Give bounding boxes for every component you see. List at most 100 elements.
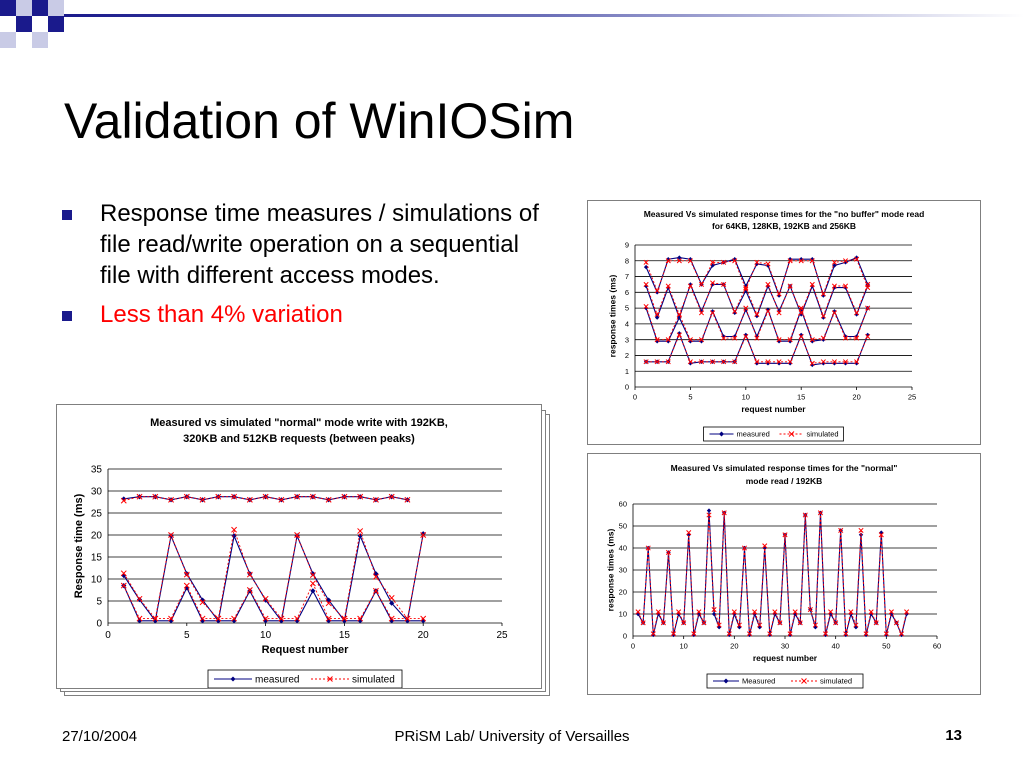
measured-point bbox=[247, 588, 253, 594]
chart-normalread-frame: Measured Vs simulated response times for… bbox=[587, 453, 981, 695]
simulated-point bbox=[787, 258, 793, 264]
simulated-point bbox=[743, 333, 749, 340]
y-tick-label: 40 bbox=[619, 544, 627, 553]
decor-square-4 bbox=[48, 0, 64, 16]
legend-simulated-marker bbox=[788, 431, 795, 437]
simulated-point bbox=[782, 532, 788, 538]
x-tick-label: 50 bbox=[882, 642, 890, 651]
simulated-point bbox=[404, 615, 411, 622]
simulated-point bbox=[676, 311, 682, 317]
simulated-point bbox=[798, 258, 804, 264]
x-tick-label: 15 bbox=[797, 393, 805, 402]
y-tick-label: 25 bbox=[91, 509, 103, 520]
simulated-point bbox=[231, 493, 238, 500]
simulated-point bbox=[246, 587, 253, 593]
simulated-point bbox=[833, 620, 839, 626]
simulated-point bbox=[873, 620, 879, 626]
chart-normalwrite: 0 5 10 15 20 25 30 35 0 5 10 15 20 25 Request number Re… bbox=[73, 465, 508, 688]
simulated-point bbox=[309, 580, 316, 587]
simulated-point bbox=[754, 335, 760, 341]
x-axis-label: request number bbox=[741, 404, 806, 414]
simulated-point bbox=[772, 609, 778, 615]
simulated-point bbox=[698, 281, 705, 287]
x-tick-label: 0 bbox=[631, 642, 635, 651]
simulated-point bbox=[231, 615, 238, 622]
simulated-point bbox=[721, 359, 727, 365]
simulated-point bbox=[183, 582, 190, 589]
y-tick-label: 0 bbox=[625, 383, 629, 392]
simulated-point bbox=[858, 527, 864, 533]
x-tick-label: 5 bbox=[688, 393, 692, 402]
simulated-point bbox=[701, 620, 707, 626]
simulated-point bbox=[854, 359, 860, 365]
simulated-point bbox=[767, 631, 773, 637]
bullet-text: Less than 4% variation bbox=[100, 301, 343, 328]
simulated-point bbox=[278, 496, 285, 503]
simulated-point bbox=[199, 496, 206, 503]
simulated-point bbox=[746, 631, 753, 637]
simulated-point bbox=[696, 609, 702, 615]
simulated-point bbox=[865, 281, 871, 287]
simulated-point bbox=[820, 313, 826, 319]
legend-simulated-marker bbox=[327, 676, 333, 682]
simulated-point bbox=[710, 259, 716, 265]
simulated-point bbox=[807, 607, 813, 613]
simulated-point bbox=[765, 281, 771, 287]
simulated-point bbox=[654, 337, 660, 343]
x-tick-label: 20 bbox=[852, 393, 860, 402]
simulated-point bbox=[721, 510, 727, 516]
simulated-point bbox=[898, 631, 905, 637]
simulated-point bbox=[732, 359, 738, 365]
simulated-point bbox=[721, 281, 727, 287]
simulated-point bbox=[640, 620, 646, 626]
simulated-point bbox=[765, 308, 771, 314]
footer-center-text: PRiSM Lab/ University of Versailles bbox=[394, 728, 630, 745]
simulated-point bbox=[325, 615, 332, 622]
simulated-point bbox=[341, 493, 348, 500]
simulated-point bbox=[776, 310, 782, 316]
simulated-point bbox=[357, 493, 364, 500]
y-tick-label: 6 bbox=[625, 288, 629, 297]
measured-point bbox=[843, 334, 848, 339]
simulated-point bbox=[854, 310, 860, 316]
simulated-point bbox=[865, 305, 871, 311]
simulated-point bbox=[231, 526, 238, 533]
simulated-point bbox=[878, 532, 884, 538]
simulated-point bbox=[787, 359, 793, 365]
legend-label: measured bbox=[737, 430, 770, 439]
simulated-point bbox=[754, 359, 760, 365]
footer-date: 27/10/2004 bbox=[62, 728, 138, 745]
simulated-point bbox=[777, 620, 783, 626]
simulated-point bbox=[691, 631, 697, 637]
simulated-point bbox=[686, 530, 692, 536]
x-tick-label: 0 bbox=[105, 630, 111, 641]
measured-point bbox=[654, 315, 660, 320]
x-tick-label: 0 bbox=[633, 393, 637, 402]
x-tick-label: 10 bbox=[742, 393, 750, 402]
simulated-point bbox=[721, 335, 727, 341]
simulated-point bbox=[294, 615, 301, 622]
x-tick-label: 15 bbox=[339, 630, 351, 641]
bullet-item: Response time measures / simulations of … bbox=[62, 198, 552, 291]
simulated-point bbox=[655, 609, 661, 615]
y-tick-label: 3 bbox=[625, 335, 629, 344]
y-tick-label: 0 bbox=[623, 632, 627, 641]
simulated-point bbox=[765, 359, 771, 365]
x-tick-label: 30 bbox=[781, 642, 789, 651]
simulated-point bbox=[732, 335, 738, 341]
simulated-point bbox=[325, 496, 332, 503]
simulated-point bbox=[711, 607, 717, 613]
y-tick-label: 30 bbox=[91, 487, 103, 498]
legend-box bbox=[703, 426, 844, 442]
simulated-point bbox=[294, 532, 301, 538]
simulated-point bbox=[820, 359, 826, 365]
legend-label: measured bbox=[255, 675, 299, 686]
simulated-point bbox=[262, 615, 269, 622]
bullet-square-icon bbox=[62, 210, 72, 220]
simulated-point bbox=[687, 283, 693, 289]
simulated-point bbox=[743, 305, 749, 311]
simulated-point bbox=[721, 259, 727, 265]
simulated-point bbox=[262, 595, 269, 602]
simulated-point bbox=[817, 510, 824, 516]
simulated-point bbox=[420, 615, 427, 622]
